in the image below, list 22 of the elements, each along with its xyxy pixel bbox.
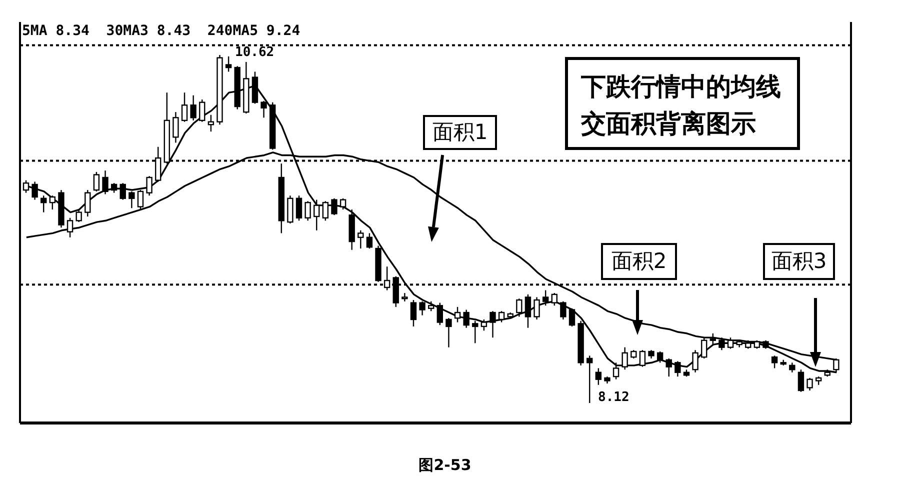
annotation: 面积3 xyxy=(763,243,835,280)
candlestick xyxy=(534,296,540,320)
text: 5MA 8.34 30MA3 8.43 240MA5 9.24 xyxy=(22,23,300,39)
caption: 图2-53 xyxy=(418,456,472,474)
annotation: 10.62 xyxy=(235,45,274,60)
candlestick xyxy=(102,170,108,195)
candlestick xyxy=(278,162,284,234)
candlestick xyxy=(58,189,64,228)
candlestick xyxy=(190,94,196,122)
candlestick xyxy=(463,309,470,328)
candlestick xyxy=(172,111,179,144)
candlestick xyxy=(622,346,628,370)
annotation: 面积2 xyxy=(601,243,677,280)
candlestick xyxy=(348,208,355,250)
annotation: 8.12 xyxy=(598,390,630,405)
candlestick xyxy=(32,181,38,200)
candlestick xyxy=(718,336,725,351)
text: 下跌行情中的均线交面积背离图示 xyxy=(581,71,782,140)
candlestick xyxy=(789,362,796,373)
candlestick xyxy=(578,320,584,366)
annotation: 面积1 xyxy=(423,115,497,150)
candlestick xyxy=(402,292,408,302)
